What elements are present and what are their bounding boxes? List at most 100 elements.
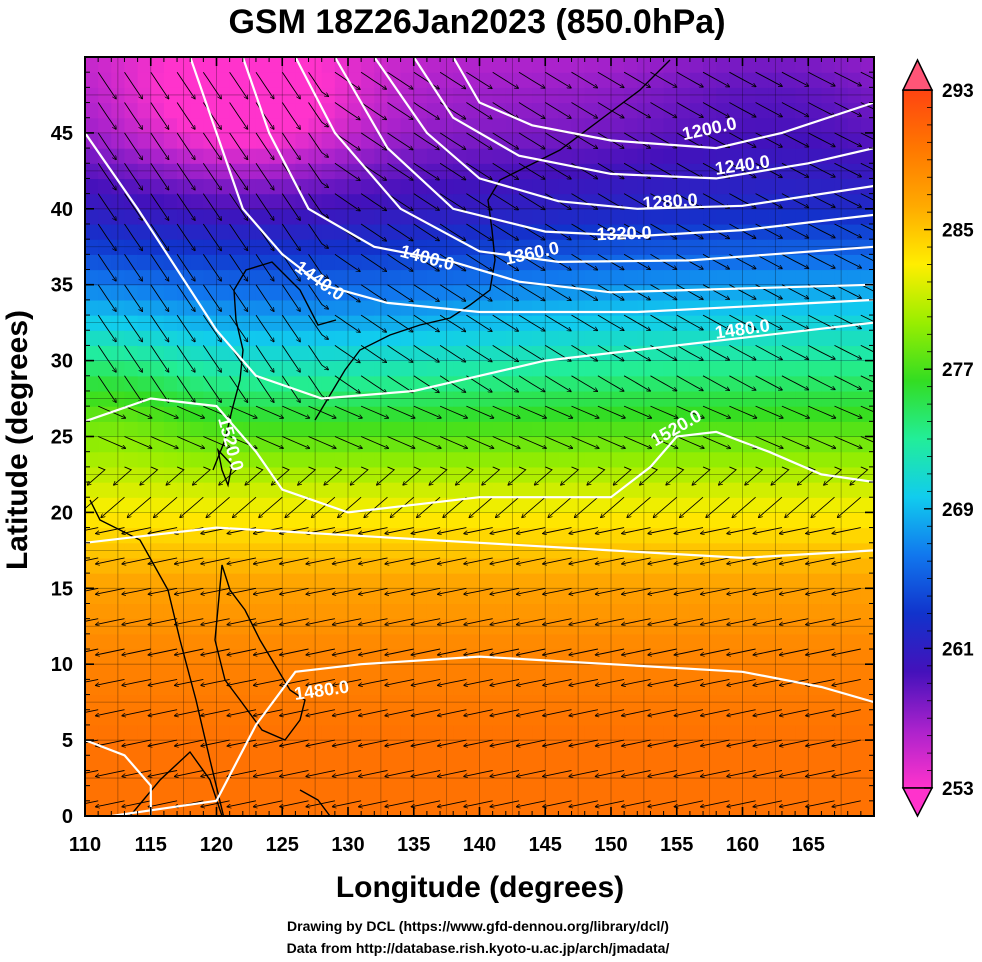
field-cell [440,527,454,544]
field-cell [532,57,546,73]
field-cell [755,588,770,605]
field-cell [847,436,862,453]
field-cell [229,482,244,498]
field-cell [847,178,862,195]
field-cell [532,284,546,301]
field-cell [255,360,270,377]
field-cell [282,315,296,331]
field-cell [860,299,874,316]
field-cell [611,512,625,529]
field-cell [426,102,441,119]
field-cell [466,588,481,605]
field-cell [650,360,665,377]
field-cell [505,451,520,468]
field-cell [229,694,244,711]
field-cell [453,193,467,210]
field-cell [518,527,533,544]
field-cell [361,770,375,787]
field-cell [716,785,730,802]
field-cell [676,57,691,73]
field-cell [229,740,244,756]
field-cell [361,800,375,816]
field-cell [334,740,349,756]
field-cell [203,345,218,362]
field-cell [663,573,678,589]
field-cell [624,360,638,377]
field-cell [387,208,402,225]
field-cell [689,497,704,513]
field-cell [177,451,191,468]
field-cell [413,466,428,483]
field-cell [242,375,257,392]
field-cell [308,239,323,255]
field-cell [321,178,336,195]
field-cell [742,482,757,498]
field-cell [584,406,599,422]
field-cell [413,436,428,453]
field-cell [571,724,586,741]
y-tick-label: 10 [51,654,73,676]
field-cell [269,573,283,589]
field-cell [269,497,283,513]
field-cell [808,360,822,377]
field-cell [255,269,270,286]
field-cell [150,694,165,711]
field-cell [755,345,770,362]
field-cell [426,497,441,513]
y-tick-label: 25 [51,427,73,449]
field-cell [255,163,270,180]
field-cell [795,57,809,73]
field-cell [532,375,546,392]
field-cell [190,163,204,180]
field-cell [440,573,454,589]
field-cell [229,57,244,73]
field-cell [203,542,218,559]
field-cell [466,148,481,164]
field-cell [650,679,665,696]
field-cell [177,694,191,711]
field-cell [545,603,559,620]
field-cell [597,299,612,316]
field-cell [795,421,809,438]
field-cell [98,557,112,574]
x-tick-label: 160 [726,834,759,856]
field-cell [729,375,744,392]
field-cell [150,421,165,438]
field-cell [111,57,126,73]
field-cell [597,664,612,680]
field-cell [518,573,533,589]
field-cell [440,406,454,422]
field-cell [361,436,375,453]
y-tick-label: 20 [51,502,73,524]
field-cell [597,497,612,513]
field-cell [124,482,139,498]
field-cell [584,512,599,529]
field-cell [624,679,638,696]
field-cell [229,208,244,225]
field-cell [308,421,323,438]
field-cell [426,573,441,589]
field-cell [440,709,454,726]
field-cell [505,375,520,392]
field-cell [348,360,362,377]
field-cell [374,451,389,468]
field-cell [269,132,283,149]
field-cell [532,390,546,407]
field-cell [453,360,467,377]
field-cell [689,208,704,225]
field-cell [611,664,625,680]
field-cell [466,573,481,589]
field-cell [150,664,165,680]
field-cell [558,57,573,73]
field-cell [611,436,625,453]
field-cell [650,755,665,772]
field-cell [282,466,296,483]
field-cell [729,360,744,377]
field-cell [98,800,112,816]
field-cell [716,57,730,73]
field-cell [295,512,310,529]
field-cell [466,421,481,438]
field-cell [413,618,428,635]
field-cell [190,542,204,559]
field-cell [558,451,573,468]
